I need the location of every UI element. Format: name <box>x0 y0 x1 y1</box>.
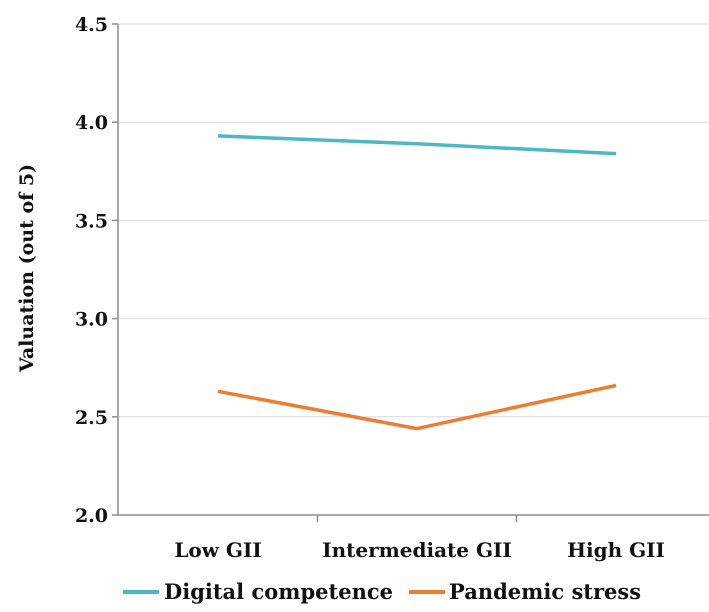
y-tick-label: 4.5 <box>75 14 108 36</box>
series <box>217 134 617 431</box>
series-line <box>217 383 617 431</box>
y-ticks: 2.0 2.5 3.0 3.5 4.0 4.5 <box>75 14 118 527</box>
legend-item: Pandemic stress <box>409 579 641 604</box>
axes <box>117 24 709 516</box>
gridlines <box>118 23 709 418</box>
y-tick-label: 4.0 <box>75 112 108 134</box>
legend-item: Digital competence <box>123 579 393 604</box>
x-tick-label: Intermediate GII <box>322 538 512 562</box>
y-tick-label: 2.0 <box>75 505 108 527</box>
x-ticks: Low GII Intermediate GII High GII <box>174 515 665 562</box>
y-tick-label: 3.0 <box>75 309 108 331</box>
y-tick-label: 3.5 <box>75 210 108 232</box>
y-tick-label: 2.5 <box>75 407 108 429</box>
x-tick-label: High GII <box>567 538 665 562</box>
legend-label: Digital competence <box>164 579 393 604</box>
y-axis-title: Valuation (out of 5) <box>16 164 38 373</box>
legend: Digital competence Pandemic stress <box>123 579 641 604</box>
x-tick-label: Low GII <box>174 538 261 562</box>
series-line <box>217 134 617 156</box>
legend-label: Pandemic stress <box>449 579 641 604</box>
